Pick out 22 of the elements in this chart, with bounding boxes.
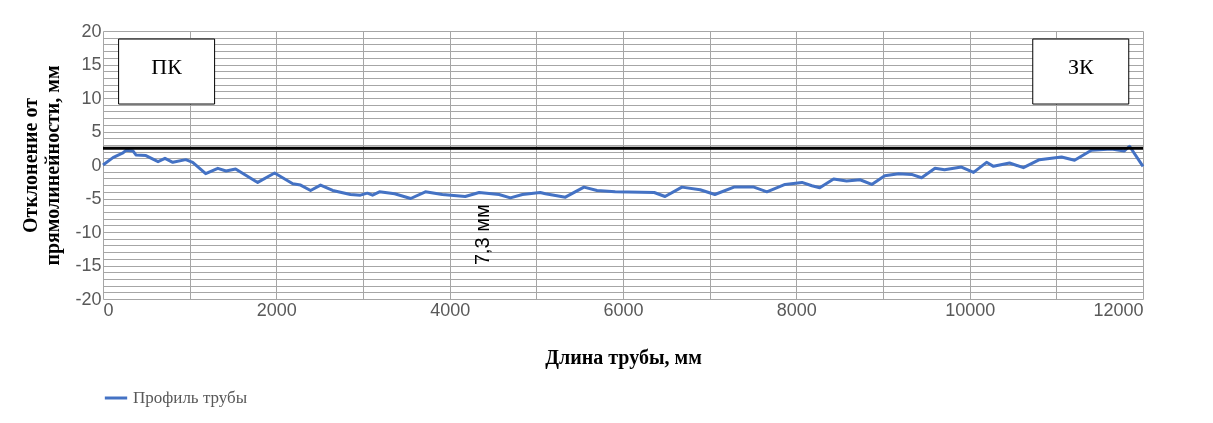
y-tick-label: -20 <box>75 288 102 309</box>
legend-label: Профиль трубы <box>133 388 248 407</box>
x-tick-label: 2000 <box>256 299 297 320</box>
line-series <box>101 144 1145 200</box>
y-tick-label: -5 <box>85 188 102 208</box>
y-tick-label: 15 <box>81 54 102 74</box>
x-tick-label: 4000 <box>430 299 471 320</box>
x-tick-label: 10000 <box>945 299 996 320</box>
y-tick-label: -15 <box>75 255 102 275</box>
annotation: ПК <box>151 54 183 80</box>
annotation: 7,3 мм <box>470 204 493 266</box>
annotation: ЗК <box>1067 54 1094 80</box>
y-tick-label: 5 <box>91 121 102 141</box>
x-axis-title: Длина трубы, мм <box>545 345 702 369</box>
x-tick-label: 8000 <box>776 299 817 320</box>
x-tick-label: 12000 <box>1093 299 1144 320</box>
y-tick-label: 0 <box>91 154 102 175</box>
x-tick-label: 6000 <box>603 299 644 320</box>
y-tick-label: 10 <box>81 87 102 108</box>
y-tick-label: 20 <box>81 20 102 41</box>
y-tick-label: -10 <box>75 221 102 242</box>
y-axis-title: Отклонение от прямолинейности, мм <box>19 65 65 266</box>
